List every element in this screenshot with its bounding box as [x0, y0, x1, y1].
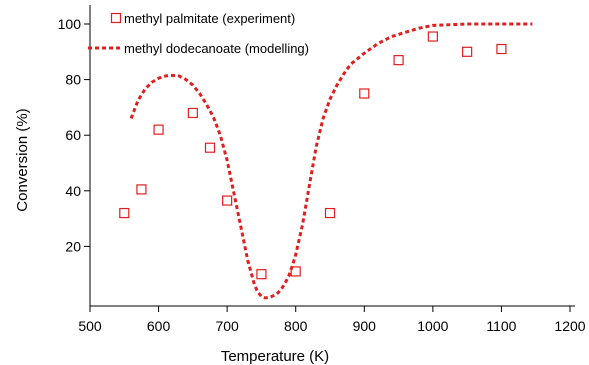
experiment-point — [256, 269, 267, 280]
x-tick-label: 1100 — [486, 318, 516, 334]
x-axis-label: Temperature (K) — [221, 348, 329, 365]
experiment-point — [153, 124, 164, 135]
y-axis-ticks: 20 40 60 80 100 — [58, 16, 90, 254]
modelling-curve — [129, 22, 533, 300]
x-tick-label: 500 — [78, 318, 102, 334]
y-tick-label: 80 — [65, 72, 81, 88]
experiment-marker-series — [119, 31, 507, 280]
experiment-point — [427, 31, 438, 42]
x-axis-ticks: 500 600 700 800 900 1000 1100 1200 — [78, 306, 586, 334]
experiment-point — [136, 184, 147, 195]
modelling-line-series — [129, 22, 533, 300]
x-tick-label: 1200 — [554, 318, 585, 334]
experiment-point — [222, 195, 233, 206]
legend-label-modelling: methyl dodecanoate (modelling) — [124, 41, 309, 56]
x-tick-label: 900 — [353, 318, 377, 334]
x-tick-label: 600 — [147, 318, 171, 334]
y-axis-label: Conversion (%) — [14, 108, 31, 211]
legend-label-experiment: methyl palmitate (experiment) — [124, 11, 295, 26]
x-tick-label: 1000 — [417, 318, 448, 334]
y-tick-label: 100 — [58, 16, 82, 32]
legend-square-marker — [110, 12, 122, 24]
experiment-point — [393, 55, 404, 66]
plot-frame — [89, 5, 575, 307]
experiment-point — [462, 46, 473, 57]
legend: methyl palmitate (experiment) methyl dode… — [88, 11, 309, 56]
experiment-point — [324, 207, 336, 219]
experiment-point — [496, 43, 507, 55]
x-tick-label: 800 — [284, 318, 308, 334]
experiment-point — [290, 266, 301, 277]
x-tick-label: 700 — [215, 318, 239, 334]
experiment-point — [187, 107, 198, 119]
experiment-point — [359, 88, 370, 99]
y-tick-label: 40 — [65, 183, 81, 199]
experiment-point — [119, 207, 130, 219]
experiment-point — [204, 142, 216, 153]
y-tick-label: 20 — [65, 238, 81, 254]
y-tick-label: 60 — [65, 127, 81, 143]
